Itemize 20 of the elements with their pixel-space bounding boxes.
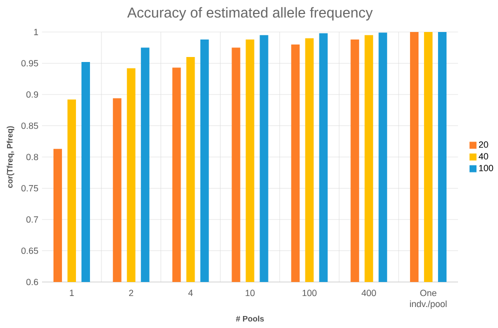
x-tick-label: 4 <box>188 290 193 296</box>
y-tick-label: 0.95 <box>21 60 38 66</box>
y-tick-label: 0.75 <box>21 185 38 192</box>
y-tick-label: 0.7 <box>26 216 38 223</box>
y-tick-label: 0.9 <box>26 91 38 98</box>
x-tick-label: One indv./pool <box>410 290 447 309</box>
x-tick-label: 10 <box>246 290 255 296</box>
x-tick-label: 400 <box>362 290 376 296</box>
y-tick-label: 0.8 <box>26 154 38 160</box>
legend-label: 20 <box>478 141 488 148</box>
legend-label: 100 <box>479 164 494 172</box>
legend-label: 40 <box>478 153 488 160</box>
y-tick-label: 0.6 <box>26 278 38 286</box>
y-tick-label: 0.65 <box>21 248 38 254</box>
x-tick-label: 2 <box>129 290 134 296</box>
y-tick-label: 1 <box>34 28 38 36</box>
x-tick-label: 1 <box>70 290 74 296</box>
chart-title: Accuracy of estimated allele frequency <box>127 7 373 21</box>
y-tick-label: 0.85 <box>21 122 38 129</box>
x-tick-label: 100 <box>302 290 317 296</box>
